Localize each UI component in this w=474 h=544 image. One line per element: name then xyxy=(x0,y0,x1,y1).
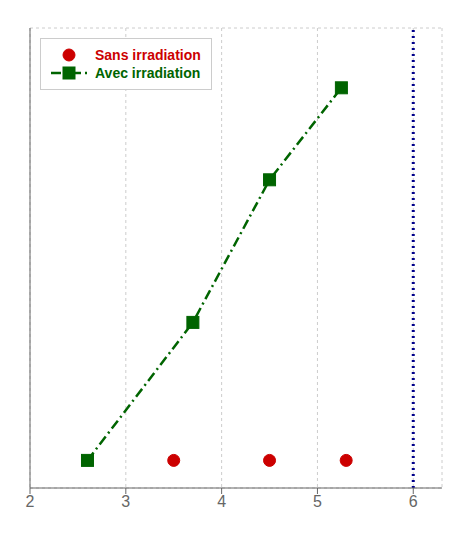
svg-text:2: 2 xyxy=(26,493,35,510)
html-text:Sans irradiation: Sans irradiation xyxy=(95,47,201,63)
svg-text:6: 6 xyxy=(409,493,418,510)
svg-text:3: 3 xyxy=(121,493,130,510)
svg-text:4: 4 xyxy=(217,493,226,510)
html-text:Avec irradiation: Avec irradiation xyxy=(95,65,201,81)
svg-text:5: 5 xyxy=(313,493,322,510)
